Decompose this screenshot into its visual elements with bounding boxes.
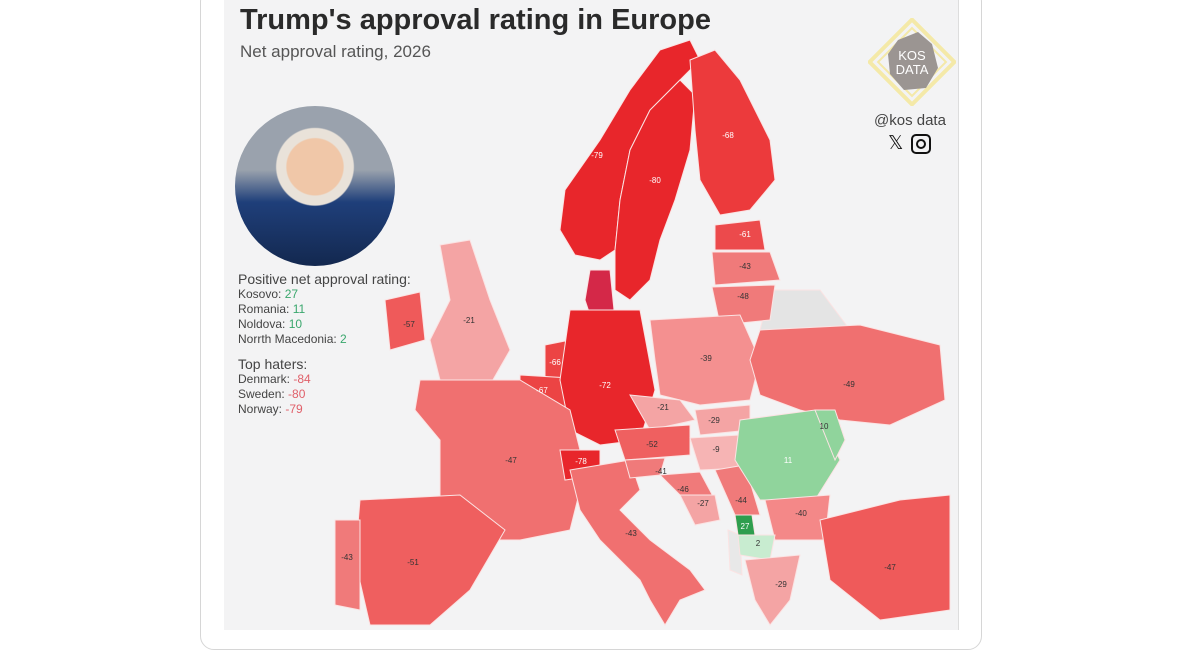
value-ireland: -57 [403, 320, 415, 329]
value-portugal: -43 [341, 553, 353, 562]
value-norway: -79 [591, 151, 603, 160]
value-netherlands: -66 [549, 358, 561, 367]
value-moldova: 10 [820, 422, 829, 431]
legend-item: Romania: 11 [238, 302, 411, 317]
legend-label: Noldova: [238, 317, 289, 331]
europe-map: -79 -80 -68 -61 -43 -48 -57 -21 -66 -67 … [334, 39, 951, 626]
value-north-macedonia: 2 [756, 539, 761, 548]
x-icon: 𝕏 [888, 133, 904, 154]
value-greece: -29 [775, 580, 787, 589]
legend-label: Norway: [238, 402, 286, 416]
value-estonia: -61 [739, 230, 751, 239]
legend-item: Denmark: -84 [238, 372, 411, 387]
social-icons: 𝕏 [888, 132, 932, 155]
value-sweden: -80 [649, 176, 661, 185]
country-lithuania [711, 284, 776, 326]
country-spain [354, 494, 506, 626]
instagram-icon [911, 134, 932, 154]
value-spain: -51 [407, 558, 419, 567]
country-uk [429, 239, 511, 386]
value-austria: -52 [646, 440, 658, 449]
country-germany [559, 309, 656, 446]
value-belgium: -67 [536, 386, 548, 395]
value-bulgaria: -40 [795, 509, 807, 518]
country-sweden [614, 79, 696, 301]
value-romania: 11 [784, 456, 793, 465]
country-estonia [714, 219, 766, 251]
value-latvia: -43 [739, 262, 751, 271]
value-bosnia: -27 [697, 499, 709, 508]
positive-heading: Positive net approval rating: [238, 271, 411, 287]
legend-label: Kosovo: [238, 287, 285, 301]
value-slovakia: -29 [708, 416, 720, 425]
legend-item: Noldova: 10 [238, 317, 411, 332]
legend-value: 10 [288, 317, 303, 331]
value-poland: -39 [700, 354, 712, 363]
value-serbia: -44 [735, 496, 747, 505]
value-hungary: -9 [712, 445, 720, 454]
legend-label: Norrth Macedonia: [238, 332, 341, 346]
country-italy [569, 459, 706, 626]
portrait-photo [235, 106, 395, 266]
value-czechia: -21 [657, 403, 669, 412]
brand-handle: @kos data [874, 112, 946, 129]
legend-label: Sweden: [238, 387, 289, 401]
svg-text:DATA: DATA [896, 62, 929, 77]
value-turkey: -47 [884, 563, 896, 572]
chart-subtitle: Net approval rating, 2026 [240, 42, 431, 61]
legend-value: 2 [340, 332, 347, 346]
value-germany: -72 [599, 381, 611, 390]
country-finland [689, 49, 776, 216]
country-czechia [629, 394, 696, 431]
value-uk: -21 [463, 316, 475, 325]
country-ireland [384, 291, 426, 351]
haters-heading: Top haters: [238, 356, 308, 372]
legend-item: Norway: -79 [238, 402, 411, 417]
legend-item: Sweden: -80 [238, 387, 411, 402]
country-moldova [814, 409, 846, 462]
kos-data-logo: KOS DATA [868, 18, 956, 106]
country-poland [649, 314, 761, 406]
country-latvia [711, 251, 781, 286]
value-switzerland: -78 [575, 457, 587, 466]
legend-label: Romania: [238, 302, 293, 316]
legend-item: Kosovo: 27 [238, 287, 411, 302]
legend-value: -84 [293, 372, 311, 386]
chart-title: Trump's approval rating in Europe [240, 4, 711, 36]
value-croatia: -46 [677, 485, 689, 494]
country-greece [744, 554, 801, 626]
legend-value: -79 [285, 402, 303, 416]
legend-value: 11 [292, 302, 306, 316]
value-france: -47 [505, 456, 517, 465]
legend-item: Norrth Macedonia: 2 [238, 332, 411, 347]
value-italy: -43 [625, 529, 637, 538]
legend-label: Denmark: [238, 372, 294, 386]
legend: Positive net approval rating: Kosovo: 27… [238, 272, 411, 417]
country-bosnia [679, 494, 721, 526]
country-turkey [819, 494, 951, 621]
svg-text:KOS: KOS [898, 48, 926, 63]
country-portugal [334, 519, 361, 611]
legend-value: -80 [288, 387, 306, 401]
country-ukraine [749, 324, 946, 426]
country-austria [614, 424, 691, 461]
legend-value: 27 [284, 287, 299, 301]
value-slovenia: -41 [655, 467, 667, 476]
value-lithuania: -48 [737, 292, 749, 301]
value-finland: -68 [722, 131, 734, 140]
value-kosovo: 27 [741, 522, 750, 531]
value-ukraine: -49 [843, 380, 855, 389]
